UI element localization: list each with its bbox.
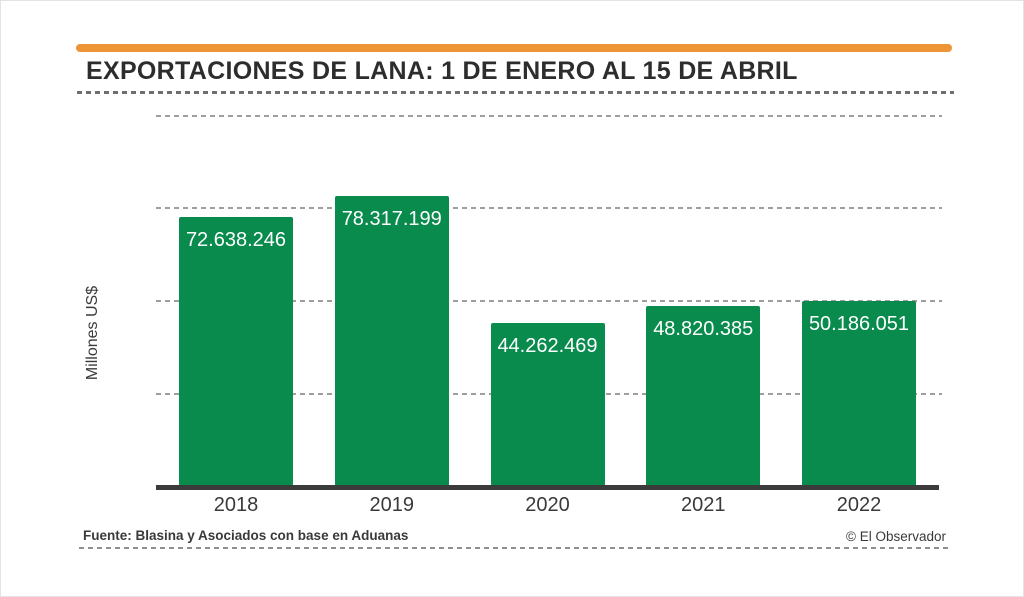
- bar-2019: 78.317.199: [334, 196, 449, 487]
- chart-title: EXPORTACIONES DE LANA: 1 DE ENERO AL 15 …: [86, 57, 798, 85]
- x-tick-label-2018: 2018: [213, 494, 259, 516]
- x-tick-label-2022: 2022: [836, 494, 882, 516]
- x-tick-label-2020: 2020: [525, 494, 570, 516]
- credit-note: © El Observador: [846, 529, 946, 544]
- bar-2021: 48.820.385: [646, 305, 761, 487]
- bar-value-label: 78.317.199: [341, 208, 442, 231]
- bar-2018: 72.638.246: [179, 217, 293, 487]
- bar-value-label: 72.638.246: [185, 229, 287, 252]
- x-tick-label-2021: 2021: [681, 494, 726, 516]
- gridline: [156, 114, 942, 117]
- bar-value-label: 44.262.469: [497, 334, 598, 357]
- bar-value-label: 48.820.385: [653, 317, 754, 340]
- bar-2020: 44.262.469: [490, 322, 605, 487]
- bar-2022: 50.186.051: [802, 300, 916, 487]
- bar-value-label: 50.186.051: [808, 312, 910, 335]
- title-underline: [77, 91, 954, 94]
- x-axis-line: [156, 485, 939, 490]
- footer-divider: [79, 547, 951, 549]
- gridline: [156, 300, 942, 303]
- source-note: Fuente: Blasina y Asociados con base en …: [83, 528, 409, 543]
- x-tick-label-2019: 2019: [369, 494, 415, 516]
- y-axis-label: Millones US$: [84, 285, 101, 381]
- accent-bar: [76, 44, 952, 52]
- gridline: [156, 207, 942, 210]
